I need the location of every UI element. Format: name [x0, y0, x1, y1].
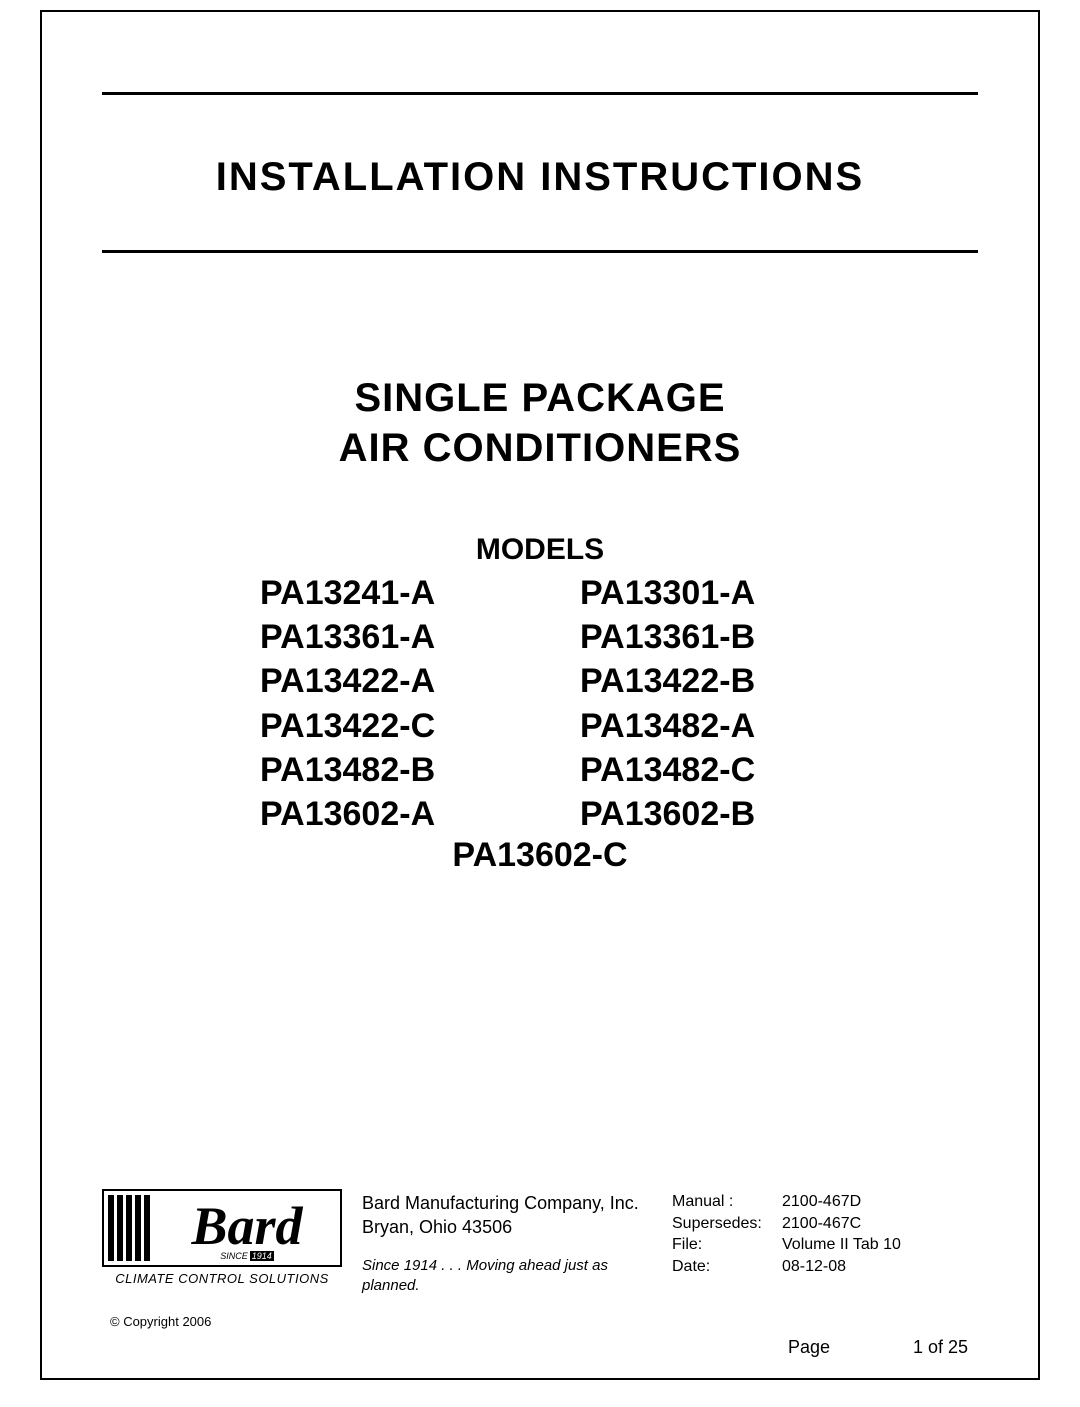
logo-since-label: SINCE [220, 1251, 248, 1261]
divider-rule [102, 250, 978, 253]
company-tagline: Since 1914 . . . Moving ahead just as pl… [362, 1256, 652, 1297]
logo-box: Bard SINCE 1914 [102, 1189, 342, 1267]
model-item: PA13602-B [580, 792, 820, 836]
model-item: PA13422-C [260, 704, 500, 748]
model-item-last: PA13602-C [102, 836, 978, 875]
model-item: PA13422-B [580, 659, 820, 703]
doc-info-label: Supersedes: [672, 1213, 782, 1235]
logo-since-strip: SINCE 1914 [154, 1251, 340, 1261]
models-grid: PA13241-A PA13301-A PA13361-A PA13361-B … [260, 571, 820, 836]
footer: Bard SINCE 1914 CLIMATE CONTROL SOLUTION… [102, 1189, 978, 1358]
doc-info-row: Manual : 2100-467D [672, 1191, 901, 1213]
logo-tagline: CLIMATE CONTROL SOLUTIONS [102, 1271, 342, 1286]
model-item: PA13482-A [580, 704, 820, 748]
doc-info-block: Manual : 2100-467D Supersedes: 2100-467C… [672, 1189, 901, 1277]
copyright-text: © Copyright 2006 [102, 1314, 978, 1329]
doc-info-label: File: [672, 1234, 782, 1256]
document-page: INSTALLATION INSTRUCTIONS SINGLE PACKAGE… [40, 10, 1040, 1380]
models-heading: MODELS [102, 533, 978, 567]
doc-info-value: 08-12-08 [782, 1256, 846, 1278]
model-item: PA13361-A [260, 615, 500, 659]
logo-bars-icon [104, 1191, 154, 1265]
doc-info-value: Volume II Tab 10 [782, 1234, 901, 1256]
model-item: PA13241-A [260, 571, 500, 615]
subtitle: SINGLE PACKAGE AIR CONDITIONERS [102, 373, 978, 473]
logo-since-year: 1914 [250, 1251, 274, 1261]
model-item: PA13422-A [260, 659, 500, 703]
model-item: PA13301-A [580, 571, 820, 615]
model-item: PA13361-B [580, 615, 820, 659]
doc-info-row: Supersedes: 2100-467C [672, 1213, 901, 1235]
page-number: Page 1 of 25 [102, 1337, 978, 1358]
company-name: Bard Manufacturing Company, Inc. [362, 1191, 652, 1215]
page-value: 1 of 25 [913, 1337, 968, 1357]
doc-info-label: Manual : [672, 1191, 782, 1213]
model-item: PA13482-B [260, 748, 500, 792]
page-label: Page [788, 1337, 908, 1358]
doc-info-row: Date: 08-12-08 [672, 1256, 901, 1278]
company-block: Bard Manufacturing Company, Inc. Bryan, … [362, 1189, 652, 1296]
company-address: Bryan, Ohio 43506 [362, 1215, 652, 1239]
logo-block: Bard SINCE 1914 CLIMATE CONTROL SOLUTION… [102, 1189, 342, 1286]
subtitle-line2: AIR CONDITIONERS [339, 426, 742, 470]
subtitle-line1: SINGLE PACKAGE [354, 376, 725, 420]
model-item: PA13602-A [260, 792, 500, 836]
doc-info-label: Date: [672, 1256, 782, 1278]
doc-info-value: 2100-467C [782, 1213, 861, 1235]
doc-info-value: 2100-467D [782, 1191, 861, 1213]
doc-info-row: File: Volume II Tab 10 [672, 1234, 901, 1256]
logo-script: Bard SINCE 1914 [154, 1191, 340, 1265]
logo-brand-text: Bard [191, 1199, 302, 1253]
main-title: INSTALLATION INSTRUCTIONS [102, 155, 978, 200]
model-item: PA13482-C [580, 748, 820, 792]
footer-top-row: Bard SINCE 1914 CLIMATE CONTROL SOLUTION… [102, 1189, 978, 1296]
top-rule [102, 92, 978, 95]
